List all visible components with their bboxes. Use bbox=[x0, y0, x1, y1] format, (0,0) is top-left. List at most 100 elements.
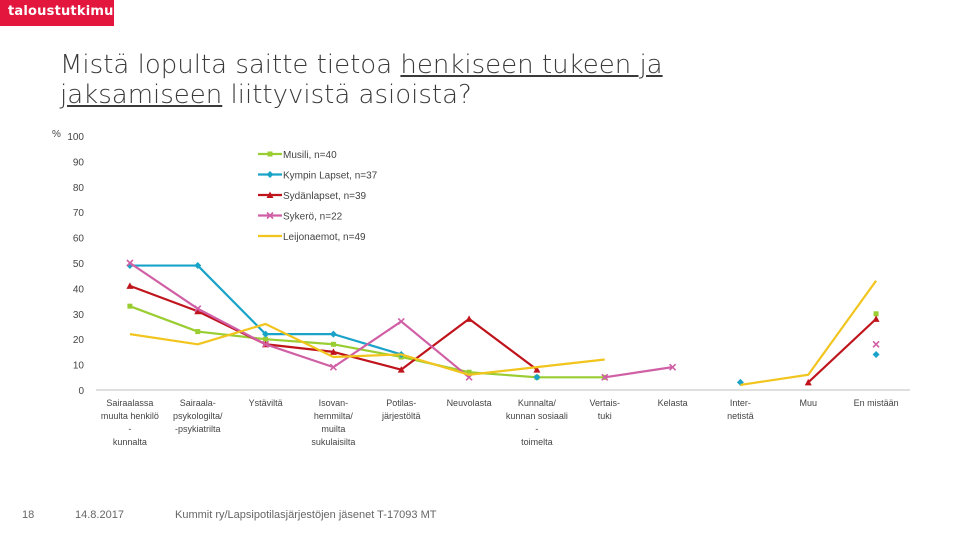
series-marker bbox=[872, 350, 880, 358]
chart-series-lines bbox=[126, 259, 880, 387]
legend-entry: Kympin Lapset, n=37 bbox=[258, 171, 378, 182]
y-tick-label: 0 bbox=[78, 386, 84, 397]
series-marker bbox=[669, 363, 677, 371]
series-marker bbox=[601, 373, 609, 381]
series-line bbox=[807, 318, 877, 384]
x-tick-label: Sairaalassa muulta henkilö - kunnalta bbox=[101, 398, 159, 447]
series-marker bbox=[262, 340, 270, 348]
x-tick-label: Kunnalta/kunnan sosiaali - toimelta bbox=[506, 398, 568, 447]
legend-label: Kympin Lapset, n=37 bbox=[283, 171, 378, 182]
series-4 bbox=[129, 280, 877, 387]
x-tick-label-line: Vertais- bbox=[589, 398, 620, 408]
series-marker bbox=[126, 282, 134, 289]
series-1 bbox=[126, 262, 880, 386]
y-tick-label: 30 bbox=[73, 310, 85, 321]
x-tick-label: Muu bbox=[799, 398, 817, 408]
y-tick-label: 20 bbox=[73, 335, 85, 346]
series-line bbox=[129, 322, 605, 376]
x-tick-label-line: - bbox=[128, 424, 131, 434]
series-marker bbox=[533, 373, 541, 381]
x-tick-label-line: kunnan sosiaali bbox=[506, 411, 568, 421]
y-tick-label: 90 bbox=[73, 157, 85, 168]
legend-entry: Leijonaemot, n=49 bbox=[258, 232, 366, 243]
series-line bbox=[604, 366, 673, 379]
series-line bbox=[740, 280, 877, 387]
x-tick-label: Ystäviltä bbox=[249, 398, 283, 408]
series-marker bbox=[266, 211, 274, 220]
series-marker bbox=[266, 171, 274, 178]
chart-legend: Musili, n=40 Kympin Lapset, n=37 Sydänlaps… bbox=[258, 150, 378, 243]
x-tick-label-line: netistä bbox=[727, 411, 754, 421]
brand-logo: taloustutkimus bbox=[0, 0, 121, 26]
series-marker bbox=[465, 315, 473, 322]
series-marker bbox=[267, 151, 273, 157]
x-tick-label-line: Muu bbox=[799, 398, 817, 408]
legend-label: Leijonaemot, n=49 bbox=[283, 232, 366, 243]
title-part-1: Mistä lopulta saitte tietoa bbox=[60, 50, 401, 80]
series-marker bbox=[329, 363, 337, 371]
series-marker bbox=[262, 330, 270, 338]
series-marker bbox=[194, 262, 202, 270]
x-tick-label-line: muilta bbox=[321, 424, 345, 434]
y-unit-label: % bbox=[52, 129, 61, 140]
x-tick-label: Sairaala-psykologilta/ -psykiatrilta bbox=[173, 398, 223, 434]
slide-title: Mistä lopulta saitte tietoa henkiseen tu… bbox=[60, 50, 820, 110]
line-chart: % 0 10 20 30 40 50 60 70 80 90 100 Sairaalassa muulta… bbox=[52, 129, 910, 447]
legend-entry: Sykerö, n=22 bbox=[258, 212, 343, 223]
series-marker bbox=[329, 330, 337, 338]
x-tick-label-line: Potilas- bbox=[386, 398, 416, 408]
x-tick-label-line: Ystäviltä bbox=[249, 398, 283, 408]
x-tick-label-line: Sairaala- bbox=[180, 398, 216, 408]
series-2 bbox=[126, 282, 880, 386]
series-marker bbox=[397, 317, 405, 325]
series-marker bbox=[126, 259, 134, 267]
series-marker bbox=[873, 311, 879, 317]
x-tick-label: Neuvolasta bbox=[447, 398, 492, 408]
legend-label: Musili, n=40 bbox=[283, 150, 337, 161]
chart-axes: % 0 10 20 30 40 50 60 70 80 90 100 Sairaalassa muulta… bbox=[52, 129, 910, 447]
x-tick-label-line: toimelta bbox=[521, 437, 553, 447]
legend-label: Sydänlapset, n=39 bbox=[283, 191, 367, 202]
x-tick-label-line: kunnalta bbox=[113, 437, 147, 447]
y-tick-label: 50 bbox=[73, 259, 85, 270]
legend-label: Sykerö, n=22 bbox=[283, 212, 343, 223]
x-tick-label-line: psykologilta/ bbox=[173, 411, 223, 421]
x-tick-label-line: muulta henkilö bbox=[101, 411, 159, 421]
x-tick-label: En mistään bbox=[854, 398, 899, 408]
x-tick-label-line: Kunnalta/ bbox=[518, 398, 557, 408]
x-tick-label: Kelasta bbox=[658, 398, 688, 408]
series-marker bbox=[397, 366, 405, 373]
series-line bbox=[129, 305, 605, 379]
series-marker bbox=[194, 305, 202, 313]
x-tick-label: Vertais-tuki bbox=[589, 398, 620, 421]
footer-date: 14.8.2017 bbox=[75, 509, 124, 521]
y-tick-label: 80 bbox=[73, 183, 85, 194]
x-tick-label-line: Inter- bbox=[730, 398, 751, 408]
x-tick-label-line: Isovan- bbox=[319, 398, 349, 408]
y-tick-label: 10 bbox=[73, 361, 85, 372]
y-tick-label: 60 bbox=[73, 234, 85, 245]
series-3 bbox=[126, 259, 880, 381]
x-tick-label-line: tuki bbox=[598, 411, 612, 421]
series-0 bbox=[127, 303, 879, 380]
y-tick-label: 70 bbox=[73, 208, 85, 219]
x-tick-label: Isovan-hemmilta/muilta sukulaisilta bbox=[311, 398, 355, 447]
x-tick-label-line: En mistään bbox=[854, 398, 899, 408]
series-marker bbox=[266, 191, 274, 198]
x-tick-label-line: järjestöltä bbox=[381, 411, 421, 421]
series-marker bbox=[330, 341, 336, 347]
series-marker bbox=[329, 348, 337, 355]
x-tick-label: Potilas-järjestöltä bbox=[381, 398, 421, 421]
x-tick-label-line: Neuvolasta bbox=[447, 398, 492, 408]
series-line bbox=[129, 262, 470, 379]
page-number: 18 bbox=[22, 509, 35, 521]
series-marker bbox=[804, 378, 812, 386]
series-marker bbox=[195, 329, 201, 335]
brand-logo-text: taloustutkimus bbox=[8, 4, 122, 19]
x-tick-label: Inter-netistä bbox=[727, 398, 754, 421]
y-tick-label: 40 bbox=[73, 284, 85, 295]
series-marker bbox=[466, 369, 472, 375]
x-tick-label-line: - bbox=[535, 424, 538, 434]
x-tick-label-line: Sairaalassa bbox=[106, 398, 153, 408]
x-tick-label-line: sukulaisilta bbox=[311, 437, 355, 447]
